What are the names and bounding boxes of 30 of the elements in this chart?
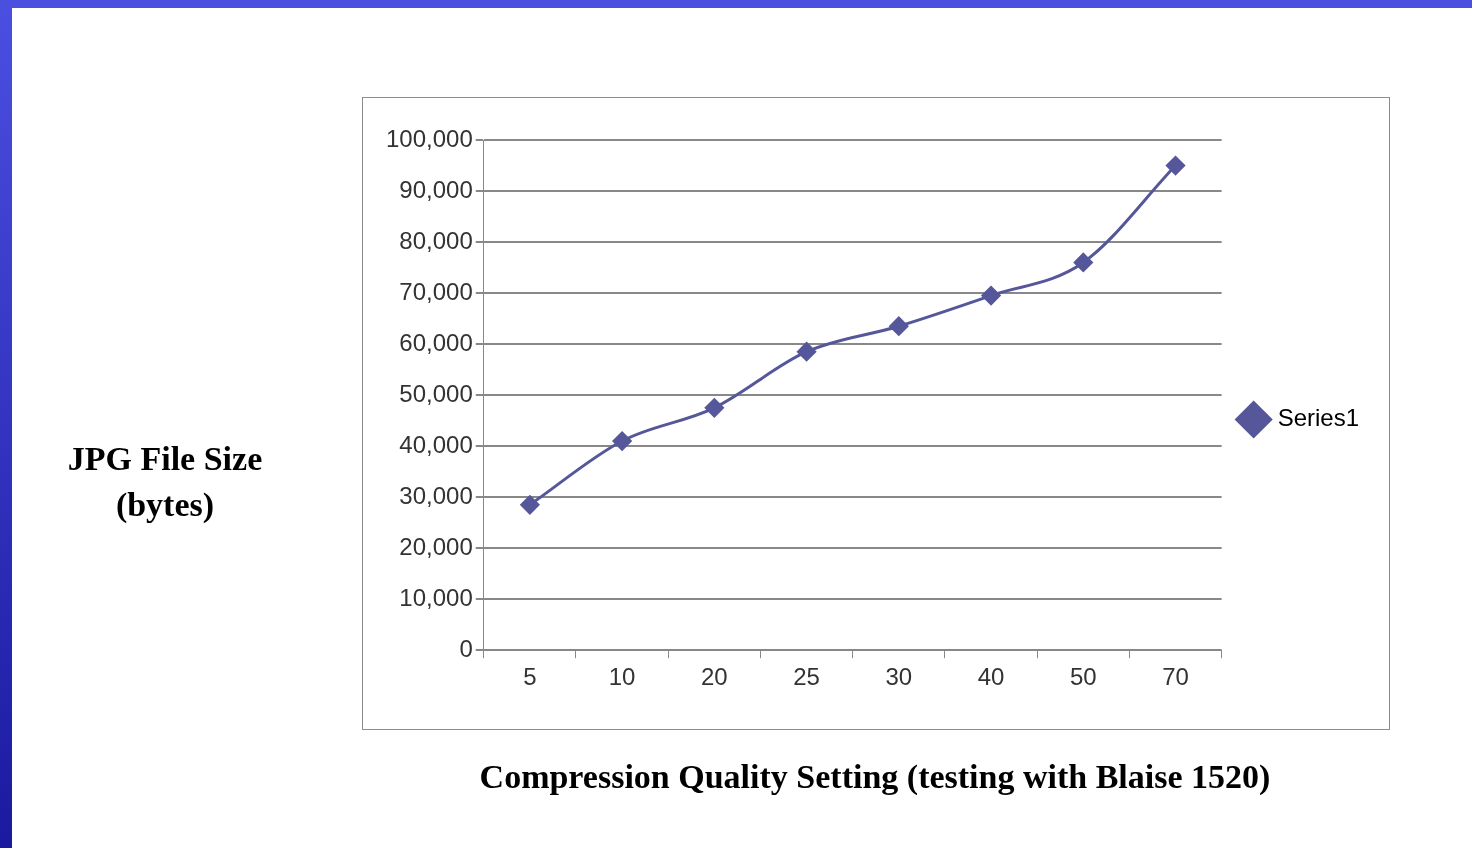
point xyxy=(981,286,1001,306)
x-tick-label: 5 xyxy=(523,663,537,691)
point xyxy=(612,431,632,451)
x-tick-label: 50 xyxy=(1069,663,1097,691)
point xyxy=(704,398,724,418)
y-tick-label: 70,000 xyxy=(399,277,473,305)
y-tick-label: 50,000 xyxy=(399,379,473,407)
point xyxy=(1073,252,1093,272)
y-tick-label: 80,000 xyxy=(399,226,473,254)
y-tick-label: 30,000 xyxy=(399,481,473,509)
point xyxy=(889,316,909,336)
x-tick-label: 20 xyxy=(700,663,728,691)
point xyxy=(797,342,817,362)
x-axis-title: Compression Quality Setting (testing with Blaise 1520) xyxy=(478,758,1272,796)
y-tick-label: 10,000 xyxy=(399,583,473,611)
x-tick-label: 40 xyxy=(977,663,1005,691)
y-tick-label: 100,000 xyxy=(385,124,473,152)
x-tick-label: 25 xyxy=(793,663,820,691)
x-tick-label: 70 xyxy=(1162,663,1189,691)
y-axis-title: JPG File Size (bytes) xyxy=(66,439,264,525)
legend-label: Series1 xyxy=(1277,404,1359,432)
point xyxy=(520,495,540,515)
y-tick-label: 20,000 xyxy=(399,532,473,560)
y-tick-label: 40,000 xyxy=(399,430,473,458)
y-tick-label: 60,000 xyxy=(399,328,473,356)
point xyxy=(1166,156,1186,176)
x-tick-label: 10 xyxy=(608,663,636,691)
y-tick-label: 0 xyxy=(459,634,473,662)
x-tick-label: 30 xyxy=(885,663,913,691)
y-tick-label: 90,000 xyxy=(399,175,473,203)
